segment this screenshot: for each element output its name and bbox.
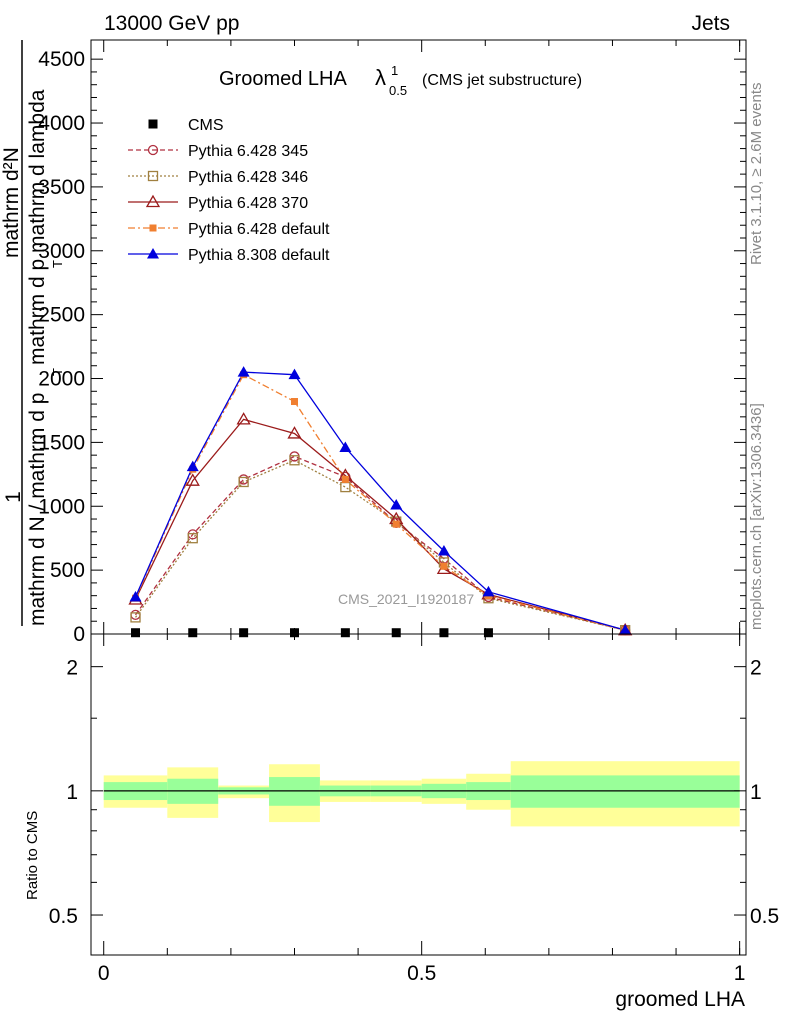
- ratio-axis-label: Ratio to CMS: [24, 811, 41, 900]
- x-axis-label: groomed LHA: [615, 988, 745, 1011]
- ratio-y-tick-label-right-0: 0.5: [750, 905, 779, 928]
- data-point-CMS-1: [188, 628, 198, 638]
- ratio-panel-bands: [103, 761, 740, 827]
- data-point-p346-3: [289, 455, 300, 466]
- legend-marker-CMS: [148, 119, 158, 129]
- data-point-p346-2: [238, 476, 249, 488]
- y-tick-label-7: 3500: [38, 176, 85, 199]
- legend-marker-p345: [147, 144, 159, 156]
- data-point-CMS-6: [439, 628, 449, 638]
- legend-label-p6def: Pythia 6.428 default: [188, 221, 330, 238]
- ratio-panel-axes: 0.5 0.5 1 1 2 2 0 0.5 1: [49, 633, 779, 985]
- legend-marker-p8def: [147, 248, 159, 259]
- legend-entry-CMS: CMS: [148, 117, 224, 134]
- data-point-p8def-8: [619, 624, 632, 635]
- y-tick-label-3: 1500: [38, 431, 85, 454]
- mcplots-label: mcplots.cern.ch [arXiv:1306.3436]: [748, 403, 765, 630]
- chart-title-note: (CMS jet substructure): [422, 72, 582, 89]
- data-point-p6def-3: [290, 398, 298, 406]
- y-axis-label: 1 mathrm d²N mathrm d N / mathrm d p mat…: [0, 40, 65, 626]
- legend-label-p8def: Pythia 8.308 default: [188, 247, 330, 264]
- data-point-p8def-0: [129, 590, 142, 602]
- y-axis-label-line-b: mathrm d N / mathrm d p: [26, 393, 49, 626]
- data-point-p8def-5: [390, 498, 403, 510]
- legend-entry-p370: Pythia 6.428 370: [128, 194, 308, 212]
- legend-marker-p6def: [149, 224, 157, 232]
- data-point-p8def-1: [186, 460, 199, 472]
- chart-title: Groomed LHA λ 1 0.5 (CMS jet substructur…: [219, 63, 582, 98]
- header-energy-label: 13000 GeV pp: [104, 12, 239, 35]
- data-point-CMS-5: [391, 628, 401, 638]
- legend-label-p346: Pythia 6.428 346: [188, 169, 308, 186]
- y-axis-label-numerator-one: 1: [2, 491, 25, 503]
- series-line-p6def: [134, 373, 626, 631]
- y-axis-label-subscript-t1: T: [50, 260, 65, 268]
- legend-entry-p346: Pythia 6.428 346: [128, 169, 308, 186]
- data-point-p370-3: [287, 426, 302, 439]
- data-point-p8def-7: [482, 585, 495, 597]
- ratio-panel-frame: [90, 633, 747, 956]
- x-tick-label-1: 0.5: [407, 962, 436, 985]
- data-point-p6def-6: [440, 562, 448, 570]
- legend-marker-p346: [147, 170, 159, 182]
- chart-title-main: Groomed LHA: [219, 68, 347, 90]
- data-point-CMS-2: [239, 628, 249, 638]
- data-point-p370-1: [185, 473, 200, 486]
- legend-label-p370: Pythia 6.428 370: [188, 195, 308, 212]
- y-tick-label-2: 1000: [38, 495, 85, 518]
- data-point-p346-1: [187, 533, 198, 544]
- rivet-version-label: Rivet 3.1.10, ≥ 2.6M events: [748, 83, 765, 266]
- legend: CMS Pythia 6.428 345 Pythia 6.428 346 Pythi…: [128, 117, 330, 264]
- data-point-p346-0: [130, 612, 141, 623]
- y-tick-label-0: 0: [73, 623, 85, 646]
- y-axis-label-line-c: mathrm d²N: [0, 147, 23, 258]
- chart-title-superscript: 1: [391, 63, 398, 78]
- data-point-p346-4: [340, 481, 351, 493]
- ratio-band-inner-8: [510, 775, 740, 808]
- y-tick-label-8: 4000: [38, 112, 85, 135]
- legend-entry-p8def: Pythia 8.308 default: [128, 247, 330, 264]
- legend-label-p345: Pythia 6.428 345: [188, 143, 308, 160]
- ratio-y-tick-label-left-0: 0.5: [49, 905, 78, 928]
- chart-title-subscript: 0.5: [389, 83, 407, 98]
- legend-label-CMS: CMS: [188, 117, 224, 134]
- legend-entry-p6def: Pythia 6.428 default: [128, 221, 330, 238]
- y-tick-label-1: 500: [50, 559, 85, 582]
- y-axis-label-subscript-t2: T: [50, 368, 65, 376]
- y-tick-label-6: 3000: [38, 240, 85, 263]
- x-tick-label-0: 0: [98, 962, 110, 985]
- y-tick-label-9: 4500: [38, 48, 85, 71]
- ratio-y-tick-label-right-1: 1: [750, 781, 762, 804]
- ratio-y-tick-label-left-1: 1: [66, 781, 78, 804]
- analysis-watermark: CMS_2021_I1920187: [338, 591, 474, 607]
- legend-marker-p370: [145, 194, 161, 208]
- legend-entry-p345: Pythia 6.428 345: [128, 143, 308, 160]
- data-point-p8def-4: [339, 441, 352, 452]
- ratio-y-tick-label-right-2: 2: [750, 657, 762, 680]
- data-point-p6def-4: [341, 475, 349, 483]
- y-axis-label-line-a: mathrm d p mathrm d lambda: [26, 89, 49, 365]
- x-tick-label-2: 1: [734, 962, 746, 985]
- main-panel-axes: 0 500 1000 1500 2000 2500 3000 3500 4000 4500: [38, 40, 746, 646]
- main-panel-series-markers: [128, 366, 633, 638]
- chart-title-lambda: λ: [375, 65, 386, 90]
- ratio-y-tick-label-left-2: 2: [66, 657, 78, 680]
- header-process-label: Jets: [691, 12, 730, 35]
- data-point-CMS-4: [340, 628, 350, 638]
- y-tick-label-4: 2000: [38, 368, 85, 391]
- data-point-p8def-3: [288, 368, 301, 380]
- y-tick-label-5: 2500: [38, 304, 85, 327]
- data-point-p8def-2: [237, 366, 250, 377]
- data-point-CMS-7: [483, 628, 493, 638]
- data-point-p8def-6: [437, 544, 450, 556]
- data-point-CMS-0: [131, 628, 141, 638]
- data-point-p6def-5: [392, 520, 400, 528]
- data-point-p370-2: [236, 412, 251, 425]
